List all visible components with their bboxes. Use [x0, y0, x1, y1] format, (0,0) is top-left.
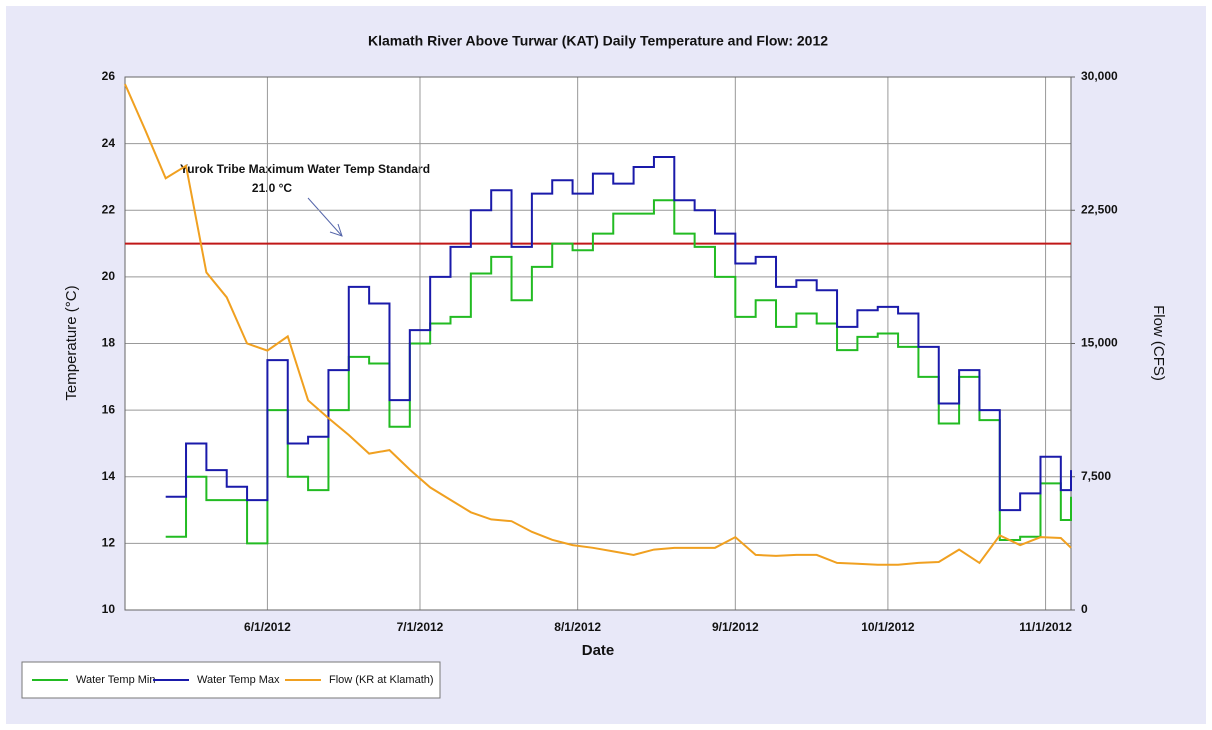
- y2-tick-label: 30,000: [1081, 69, 1118, 83]
- x-tick-label: 10/1/2012: [861, 620, 915, 634]
- y2-tick-label: 0: [1081, 602, 1088, 616]
- x-tick-label: 7/1/2012: [397, 620, 444, 634]
- legend: [21, 661, 441, 699]
- legend-label: Flow (KR at Klamath): [329, 674, 434, 686]
- y-tick-label: 20: [102, 269, 116, 283]
- x-tick-label: 8/1/2012: [554, 620, 601, 634]
- annotation: Yurok Tribe Maximum Water Temp Standard: [180, 162, 430, 176]
- series-line: [165, 155, 1072, 512]
- legend-label: Water Temp Min: [76, 674, 155, 686]
- legend-label: Water Temp Max: [197, 674, 280, 686]
- y-tick-label: 12: [102, 536, 116, 550]
- y2-tick-label: 15,000: [1081, 336, 1118, 350]
- y2-tick-label: 7,500: [1081, 469, 1111, 483]
- y2-axis-label: Flow (CFS): [1150, 305, 1167, 381]
- y2-tick-label: 22,500: [1081, 202, 1118, 216]
- x-tick-label: 6/1/2012: [244, 620, 291, 634]
- x-axis-label: Date: [582, 642, 615, 659]
- x-tick-label: 11/1/2012: [1019, 620, 1072, 634]
- y-tick-label: 16: [102, 402, 116, 416]
- y-tick-label: 10: [102, 602, 116, 616]
- y-tick-label: 24: [102, 136, 116, 150]
- chart-title: Klamath River Above Turwar (KAT) Daily T…: [368, 33, 828, 49]
- y-tick-label: 26: [102, 69, 116, 83]
- y-tick-label: 14: [102, 469, 116, 483]
- arrow: [307, 197, 343, 237]
- y-tick-label: 22: [102, 202, 116, 216]
- series-line: [124, 83, 1072, 566]
- plot-border: [124, 76, 1072, 611]
- annotation: 21.0 °C: [252, 181, 292, 195]
- y-axis-label: Temperature (°C): [63, 285, 80, 400]
- y-tick-label: 18: [102, 336, 116, 350]
- x-tick-label: 9/1/2012: [712, 620, 759, 634]
